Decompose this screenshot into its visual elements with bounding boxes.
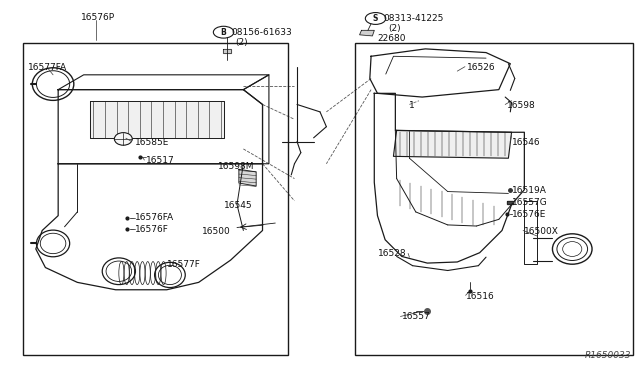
Text: B: B bbox=[221, 28, 227, 37]
Ellipse shape bbox=[115, 133, 132, 145]
Text: 16577FA: 16577FA bbox=[28, 63, 67, 72]
Text: 16598M: 16598M bbox=[218, 162, 254, 171]
Text: 16500X: 16500X bbox=[524, 227, 559, 236]
Text: 16546: 16546 bbox=[511, 138, 540, 147]
Text: 16576F: 16576F bbox=[135, 225, 169, 234]
Text: 16519A: 16519A bbox=[511, 186, 547, 195]
Polygon shape bbox=[90, 101, 224, 138]
Bar bbox=[23, 43, 288, 355]
Polygon shape bbox=[394, 131, 511, 158]
Text: 16557: 16557 bbox=[402, 312, 431, 321]
Text: R1650033: R1650033 bbox=[585, 351, 632, 360]
Text: 16545: 16545 bbox=[224, 201, 253, 210]
Text: 16576P: 16576P bbox=[81, 13, 115, 22]
Text: (2): (2) bbox=[388, 24, 401, 33]
Text: 1: 1 bbox=[410, 101, 415, 110]
Text: 16500: 16500 bbox=[202, 227, 230, 236]
Polygon shape bbox=[239, 169, 256, 186]
Bar bbox=[355, 43, 633, 355]
Text: 16526: 16526 bbox=[467, 63, 495, 72]
Text: 16516: 16516 bbox=[466, 292, 494, 301]
Text: (2): (2) bbox=[235, 38, 248, 47]
Circle shape bbox=[365, 13, 386, 25]
Text: 16557G: 16557G bbox=[511, 198, 547, 207]
Text: 08156-61633: 08156-61633 bbox=[232, 28, 292, 37]
Polygon shape bbox=[507, 201, 513, 204]
Text: 16517: 16517 bbox=[147, 156, 175, 165]
Text: 16598: 16598 bbox=[506, 101, 535, 110]
Text: 16576FA: 16576FA bbox=[135, 213, 174, 222]
Text: 08313-41225: 08313-41225 bbox=[384, 14, 444, 23]
Polygon shape bbox=[223, 49, 230, 52]
Text: 16585E: 16585E bbox=[135, 138, 169, 147]
Text: 16576E: 16576E bbox=[511, 211, 546, 219]
Text: 16577F: 16577F bbox=[167, 260, 200, 269]
Text: S: S bbox=[373, 14, 378, 23]
Circle shape bbox=[213, 26, 234, 38]
Text: 16528: 16528 bbox=[378, 249, 406, 258]
Text: 22680: 22680 bbox=[378, 34, 406, 43]
Polygon shape bbox=[360, 31, 374, 36]
